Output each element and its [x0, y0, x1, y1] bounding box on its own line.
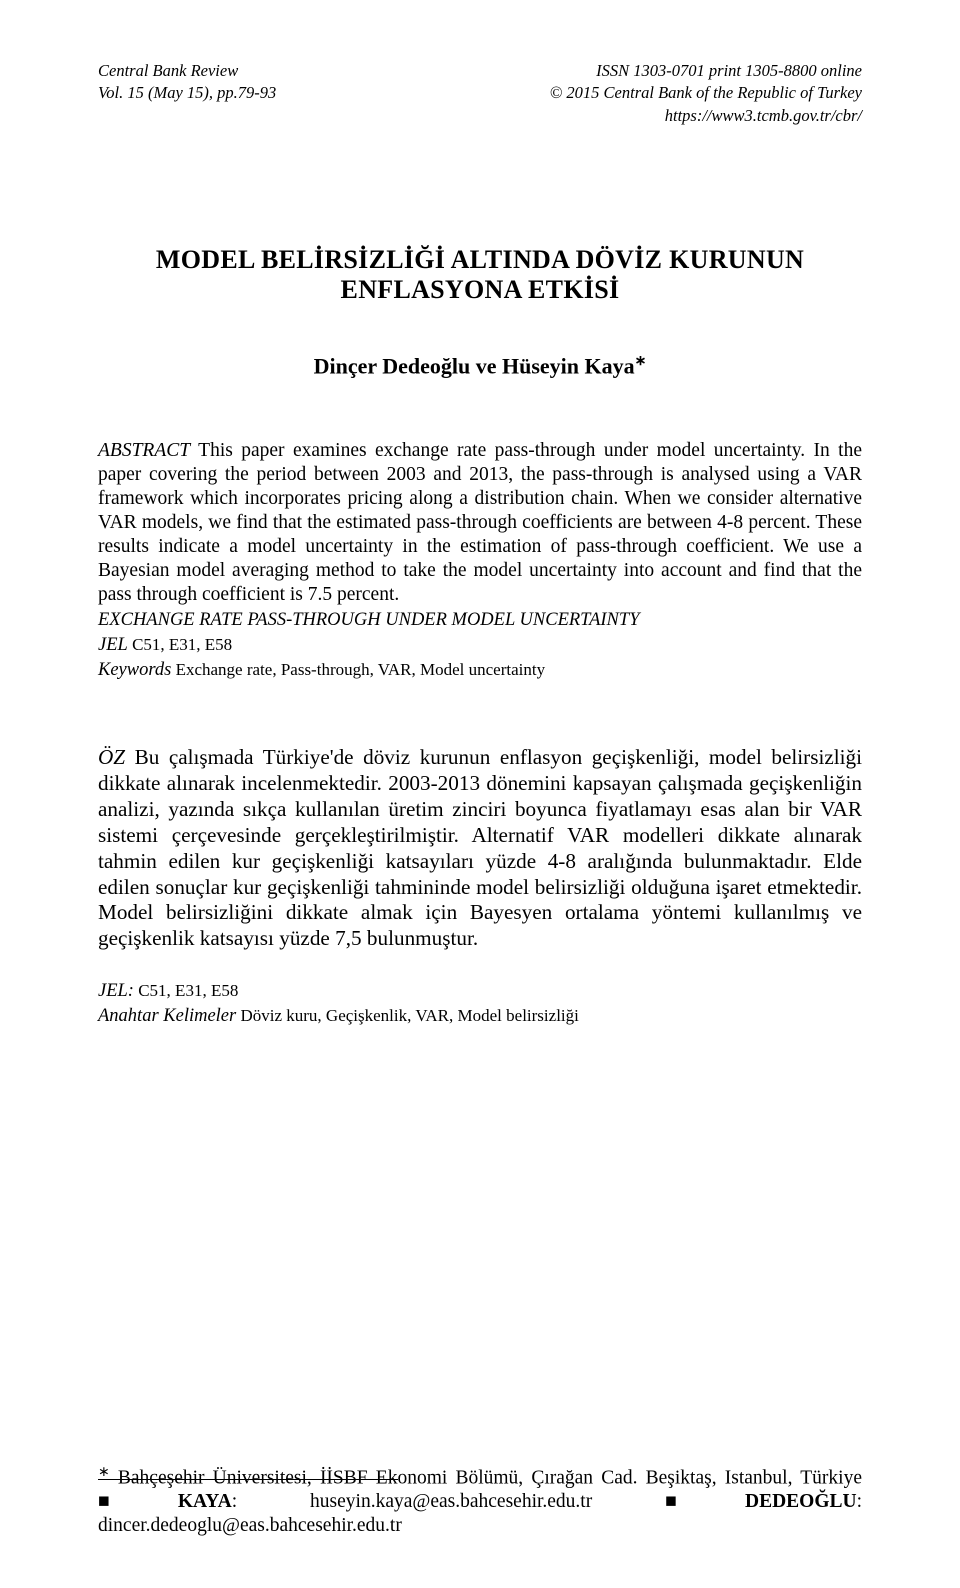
- header: Central Bank Review Vol. 15 (May 15), pp…: [98, 60, 862, 127]
- jel-en-codes: C51, E31, E58: [128, 635, 232, 654]
- abstract-lead: ABSTRACT: [98, 440, 190, 461]
- ak-label: Anahtar Kelimeler: [98, 1006, 236, 1026]
- kaya-email: : huseyin.kaya@eas.bahcesehir.edu.tr: [232, 1491, 665, 1512]
- jel-tr-codes: C51, E31, E58: [134, 981, 238, 1000]
- journal-name: Central Bank Review: [98, 60, 276, 82]
- anahtar-kelimeler-line: Anahtar Kelimeler Döviz kuru, Geçişkenli…: [98, 1005, 862, 1028]
- kaya-label: KAYA: [178, 1491, 232, 1512]
- oz-text: Bu çalışmada Türkiye'de döviz kurunun en…: [98, 745, 862, 950]
- oz-paragraph: ÖZ Bu çalışmada Türkiye'de döviz kurunun…: [98, 745, 862, 952]
- authors: Dinçer Dedeoğlu ve Hüseyin Kaya∗: [98, 353, 862, 379]
- abstract-text: This paper examines exchange rate pass-t…: [98, 440, 862, 605]
- footnote-marker: ∗: [635, 354, 647, 369]
- paper-title: MODEL BELİRSİZLİĞİ ALTINDA DÖVİZ KURUNUN…: [98, 245, 862, 305]
- jel-tr-label: JEL:: [98, 981, 134, 1001]
- jel-tr-line: JEL: C51, E31, E58: [98, 980, 862, 1003]
- issn-line: ISSN 1303-0701 print 1305-8800 online: [550, 60, 862, 82]
- jel-en-line: JEL C51, E31, E58: [98, 634, 862, 657]
- title-block: MODEL BELİRSİZLİĞİ ALTINDA DÖVİZ KURUNUN…: [98, 245, 862, 379]
- keywords-en-vals: Exchange rate, Pass-through, VAR, Model …: [171, 660, 545, 679]
- header-right: ISSN 1303-0701 print 1305-8800 online © …: [550, 60, 862, 127]
- dedeoglu-label: DEDEOĞLU: [745, 1491, 857, 1512]
- authors-text: Dinçer Dedeoğlu ve Hüseyin Kaya: [314, 353, 635, 378]
- affiliation-text: Bahçeşehir Üniversitesi, İİSBF Ekonomi B…: [110, 1468, 862, 1489]
- ak-vals: Döviz kuru, Geçişkenlik, VAR, Model beli…: [236, 1006, 579, 1025]
- copyright-line: © 2015 Central Bank of the Republic of T…: [550, 82, 862, 104]
- square-icon: ■: [665, 1490, 745, 1512]
- keywords-en-line: Keywords Exchange rate, Pass-through, VA…: [98, 659, 862, 682]
- keywords-en-label: Keywords: [98, 660, 171, 680]
- abstract-block: ABSTRACT This paper examines exchange ra…: [98, 439, 862, 681]
- footnote-star: ∗: [98, 1465, 110, 1480]
- volume-line: Vol. 15 (May 15), pp.79-93: [98, 82, 276, 104]
- url-line: https://www3.tcmb.gov.tr/cbr/: [550, 105, 862, 127]
- title-text: MODEL BELİRSİZLİĞİ ALTINDA DÖVİZ KURUNUN…: [156, 245, 804, 304]
- jel-en-label: JEL: [98, 635, 128, 655]
- abstract-paragraph: ABSTRACT This paper examines exchange ra…: [98, 439, 862, 607]
- header-left: Central Bank Review Vol. 15 (May 15), pp…: [98, 60, 276, 127]
- square-icon: ■: [98, 1490, 178, 1512]
- footnote: ∗ Bahçeşehir Üniversitesi, İİSBF Ekonomi…: [98, 1464, 862, 1538]
- oz-block: ÖZ Bu çalışmada Türkiye'de döviz kurunun…: [98, 745, 862, 1027]
- oz-lead: ÖZ: [98, 745, 125, 769]
- english-title-sub: EXCHANGE RATE PASS-THROUGH UNDER MODEL U…: [98, 609, 862, 632]
